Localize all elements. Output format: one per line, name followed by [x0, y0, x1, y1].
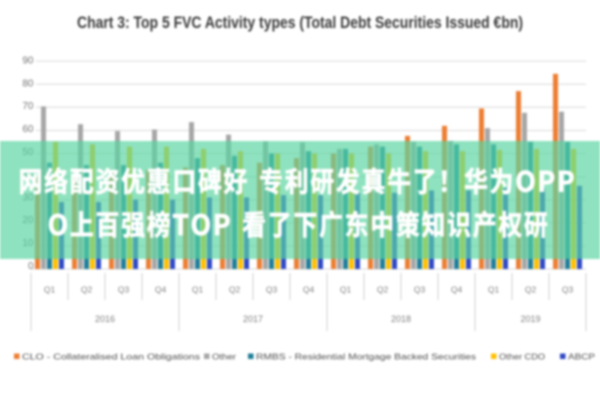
svg-text:Q2: Q2 — [229, 285, 241, 295]
svg-text:2019: 2019 — [520, 314, 540, 324]
svg-text:Q3: Q3 — [118, 285, 130, 295]
svg-text:Chart 3: Top 5 FVC Activity ty: Chart 3: Top 5 FVC Activity types (Total… — [77, 13, 523, 32]
svg-text:2016: 2016 — [95, 314, 115, 324]
svg-text:Q1: Q1 — [192, 285, 204, 295]
svg-text:Other CDO: Other CDO — [499, 352, 545, 362]
svg-text:Q2: Q2 — [81, 285, 93, 295]
svg-text:Q4: Q4 — [451, 285, 463, 295]
svg-text:Q3: Q3 — [562, 285, 574, 295]
svg-text:Q1: Q1 — [488, 285, 500, 295]
svg-text:70: 70 — [22, 101, 34, 112]
svg-text:CLO - Collateralised Loan Obli: CLO - Collateralised Loan Obligations — [22, 352, 200, 362]
svg-text:Q3: Q3 — [414, 285, 426, 295]
svg-text:Q1: Q1 — [44, 285, 56, 295]
svg-text:Q2: Q2 — [525, 285, 537, 295]
svg-text:Q1: Q1 — [340, 285, 352, 295]
svg-text:ABCP: ABCP — [568, 352, 595, 362]
svg-text:Other: Other — [212, 352, 236, 362]
svg-text:2018: 2018 — [391, 314, 411, 324]
svg-text:0: 0 — [28, 261, 34, 272]
svg-text:RMBS - Residential Mortgage Ba: RMBS - Residential Mortgage Backed Secur… — [256, 352, 476, 362]
svg-text:2017: 2017 — [243, 314, 263, 324]
svg-text:90: 90 — [22, 56, 34, 67]
svg-text:Q4: Q4 — [155, 285, 167, 295]
svg-text:Q2: Q2 — [377, 285, 389, 295]
svg-text:Q4: Q4 — [303, 285, 315, 295]
svg-text:80: 80 — [22, 78, 34, 89]
svg-text:Q3: Q3 — [266, 285, 278, 295]
svg-text:60: 60 — [22, 124, 34, 135]
